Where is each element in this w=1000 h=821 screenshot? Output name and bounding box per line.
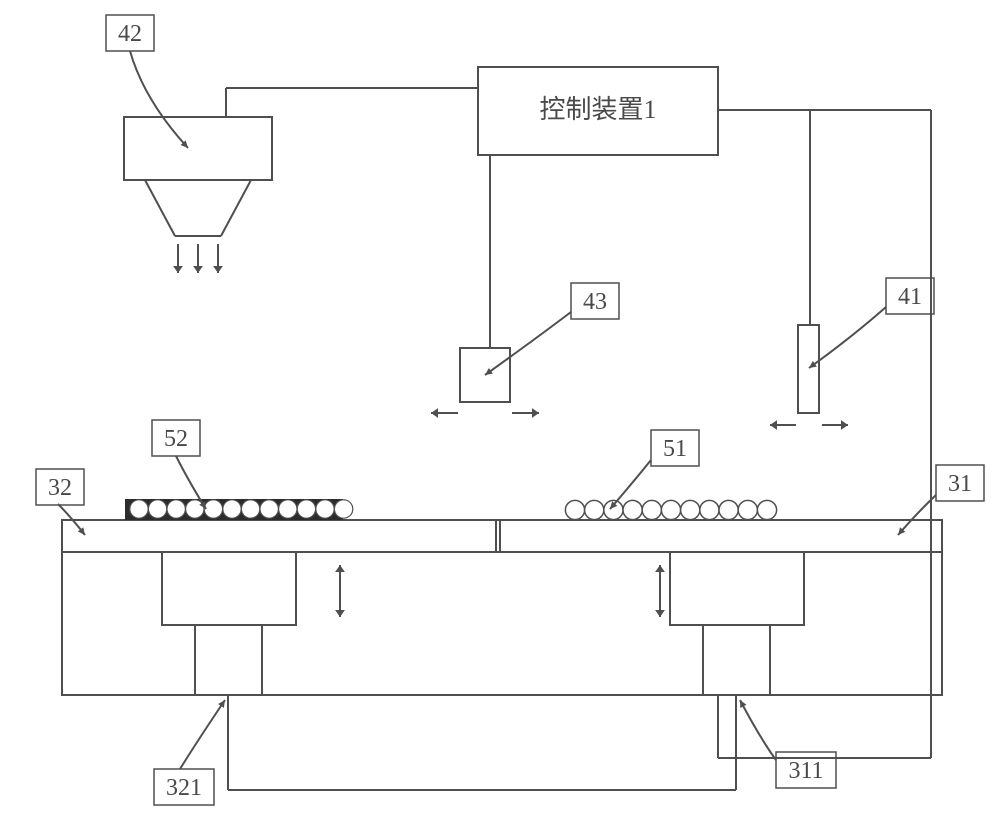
callout-label-32: 32 [48, 475, 72, 501]
ball-51 [623, 500, 642, 519]
controller-label: 控制装置1 [539, 95, 656, 124]
ball-51 [681, 500, 700, 519]
diagram-stroke [485, 312, 571, 375]
diagram-stroke [532, 408, 539, 418]
ball-52 [148, 500, 166, 518]
diagram-stroke [130, 51, 188, 148]
ball-52 [260, 500, 278, 518]
diagram-stroke [655, 565, 665, 572]
diagram-stroke [335, 610, 345, 617]
ball-51 [757, 500, 776, 519]
ball-52 [316, 500, 334, 518]
diagram-stroke [213, 266, 223, 273]
diagram-stroke [770, 420, 777, 430]
ball-52 [334, 500, 352, 518]
ball-51 [661, 500, 680, 519]
ball-51 [700, 500, 719, 519]
device-41-box [798, 325, 819, 413]
ball-51 [642, 500, 661, 519]
ball-52 [297, 500, 315, 518]
callout-label-311: 311 [788, 758, 823, 784]
ball-52 [130, 500, 148, 518]
callout-label-52: 52 [164, 426, 188, 452]
lifter-right-311 [670, 552, 804, 625]
callout-label-41: 41 [898, 284, 922, 310]
ball-51 [719, 500, 738, 519]
device-42-box [124, 117, 272, 180]
callout-label-321: 321 [166, 775, 202, 801]
callout-label-51: 51 [663, 436, 687, 462]
diagram-stroke [193, 266, 203, 273]
diagram-stroke [841, 420, 848, 430]
diagram-stroke [740, 700, 776, 760]
diagram-stroke [335, 565, 345, 572]
callout-label-42: 42 [118, 21, 142, 47]
callout-label-43: 43 [583, 289, 607, 315]
ball-52 [241, 500, 259, 518]
diagram-stroke [180, 700, 225, 769]
diagram-stroke [145, 180, 175, 236]
callout-label-31: 31 [948, 471, 972, 497]
ball-52 [204, 500, 222, 518]
ball-52 [223, 500, 241, 518]
conveyor-left-32 [62, 520, 500, 552]
diagram-stroke [809, 307, 886, 368]
lifter-left-321 [162, 552, 296, 625]
diagram-stroke [431, 408, 438, 418]
ball-52 [167, 500, 185, 518]
ball-51 [565, 500, 584, 519]
conveyor-right-31 [500, 520, 942, 552]
diagram-stroke [221, 180, 251, 236]
diagram-stroke [655, 610, 665, 617]
ball-51 [585, 500, 604, 519]
diagram-stroke [173, 266, 183, 273]
ball-52 [279, 500, 297, 518]
ball-51 [738, 500, 757, 519]
